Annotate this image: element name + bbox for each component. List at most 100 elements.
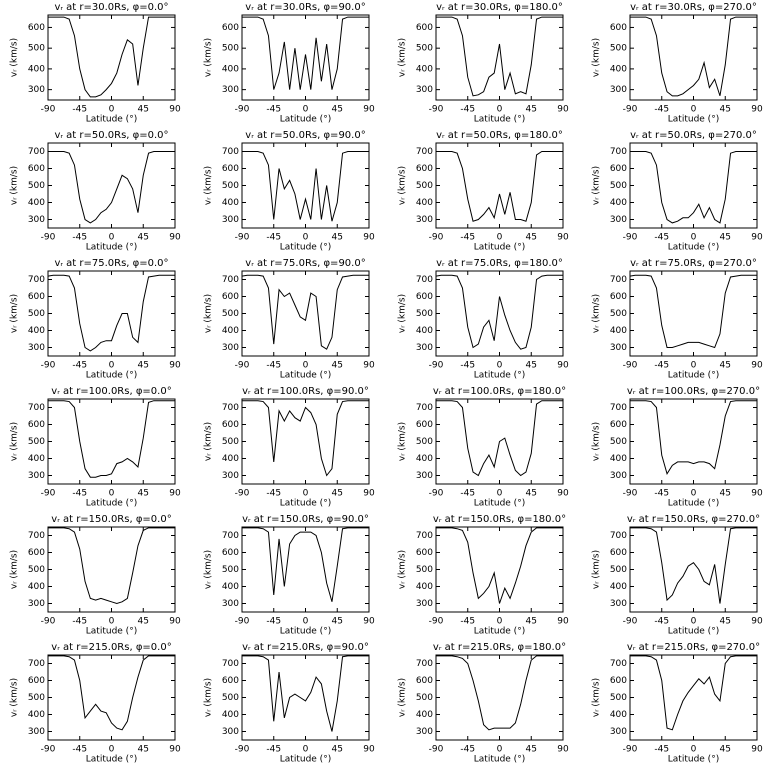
y-tick-label: 500 [28, 437, 45, 447]
y-tick-label: 500 [28, 693, 45, 703]
y-tick-label: 400 [610, 198, 627, 208]
y-axis-label: vᵣ (km/s) [10, 166, 20, 205]
data-line [242, 655, 369, 732]
panel: vᵣ at r=150.0Rs, φ=90.0° -90 -45 0 45 90 300 40… [204, 514, 375, 637]
y-tick-label: 700 [28, 403, 45, 413]
y-axis-label: vᵣ (km/s) [592, 550, 602, 589]
y-tick-label: 700 [28, 659, 45, 669]
y-axis-label: vᵣ (km/s) [10, 38, 20, 77]
x-tick-label: 45 [526, 489, 537, 499]
y-tick-label: 500 [610, 565, 627, 575]
y-tick-label: 400 [610, 454, 627, 464]
y-tick-label: 500 [222, 565, 239, 575]
x-axis-label: Latitude (°) [474, 115, 525, 125]
y-tick-label: 700 [610, 147, 627, 157]
panel-title: vᵣ at r=75.0Rs, φ=0.0° [54, 258, 168, 269]
data-line [241, 274, 369, 350]
x-tick-label: -45 [266, 489, 281, 499]
data-line [630, 655, 757, 731]
x-axis-label: Latitude (°) [474, 499, 525, 509]
y-tick-label: 600 [28, 164, 45, 174]
panel-title: vᵣ at r=30.0Rs, φ=180.0° [436, 2, 563, 13]
y-tick-label: 500 [610, 437, 627, 447]
x-axis-label: Latitude (°) [86, 371, 137, 381]
x-tick-label: 0 [109, 361, 115, 371]
y-tick-label: 300 [610, 727, 627, 737]
plot-frame [241, 654, 370, 741]
x-tick-label: -45 [266, 745, 281, 755]
y-tick-label: 600 [222, 548, 239, 558]
x-tick-label: -45 [72, 617, 87, 627]
plot-frame [241, 270, 370, 357]
y-tick-label: 500 [610, 693, 627, 703]
y-axis-label: vᵣ (km/s) [10, 422, 20, 461]
plot-frame [629, 526, 758, 613]
y-tick-label: 300 [610, 599, 627, 609]
x-tick-label: -45 [72, 105, 87, 115]
data-line [48, 16, 175, 98]
y-tick-label: 700 [416, 659, 433, 669]
x-tick-label: -45 [72, 233, 87, 243]
y-tick-label: 600 [416, 292, 433, 302]
x-tick-label: -90 [41, 745, 56, 755]
x-tick-label: -90 [41, 489, 56, 499]
panel-title: vᵣ at r=150.0Rs, φ=0.0° [51, 514, 171, 525]
y-tick-label: 500 [416, 309, 433, 319]
x-tick-label: 0 [691, 617, 697, 627]
y-tick-label: 700 [610, 403, 627, 413]
x-tick-label: 0 [691, 361, 697, 371]
plot-frame [241, 142, 370, 229]
x-axis-label: Latitude (°) [474, 243, 525, 253]
panel: vᵣ at r=100.0Rs, φ=0.0° -90 -45 0 45 90 300 400… [10, 386, 181, 509]
x-tick-label: 45 [526, 745, 537, 755]
x-tick-label: -90 [41, 105, 56, 115]
panel: vᵣ at r=75.0Rs, φ=90.0° -90 -45 0 45 90 300 400… [204, 258, 375, 381]
panel: vᵣ at r=30.0Rs, φ=90.0° -90 -45 0 45 90 300 400… [204, 2, 375, 125]
y-axis-label: vᵣ (km/s) [592, 166, 602, 205]
x-tick-label: -90 [429, 489, 444, 499]
data-line [48, 527, 175, 605]
x-tick-label: 90 [363, 105, 375, 115]
y-tick-label: 500 [610, 44, 627, 54]
y-tick-label: 600 [28, 676, 45, 686]
plot-frame [241, 398, 370, 485]
x-tick-label: 90 [557, 489, 569, 499]
x-tick-label: 45 [138, 745, 149, 755]
y-tick-label: 400 [222, 454, 239, 464]
x-tick-label: 90 [751, 105, 763, 115]
x-axis-label: Latitude (°) [668, 243, 719, 253]
y-tick-label: 400 [416, 710, 433, 720]
plot-frame [629, 654, 758, 741]
x-axis-label: Latitude (°) [474, 371, 525, 381]
y-tick-label: 300 [28, 215, 45, 225]
x-tick-label: 90 [751, 233, 763, 243]
y-tick-label: 600 [416, 548, 433, 558]
x-tick-label: -90 [623, 361, 638, 371]
y-tick-label: 500 [28, 565, 45, 575]
x-tick-label: 90 [751, 361, 763, 371]
x-tick-label: -45 [654, 617, 669, 627]
plot-frame [47, 270, 176, 357]
x-tick-label: -90 [235, 233, 250, 243]
x-axis-label: Latitude (°) [86, 627, 137, 637]
y-tick-label: 400 [610, 326, 627, 336]
y-tick-label: 600 [28, 23, 45, 33]
y-tick-label: 500 [222, 181, 239, 191]
y-tick-label: 400 [416, 582, 433, 592]
x-tick-label: 45 [526, 617, 537, 627]
y-tick-label: 600 [610, 676, 627, 686]
y-axis-label: vᵣ (km/s) [204, 550, 214, 589]
y-tick-label: 500 [416, 437, 433, 447]
y-tick-label: 300 [416, 85, 433, 95]
x-tick-label: 90 [557, 745, 569, 755]
x-axis-label: Latitude (°) [86, 243, 137, 253]
y-tick-label: 400 [28, 582, 45, 592]
y-tick-label: 400 [416, 454, 433, 464]
panel: vᵣ at r=215.0Rs, φ=270.0° -90 -45 0 45 90 300 4… [592, 642, 763, 765]
x-tick-label: 45 [720, 489, 731, 499]
y-tick-label: 400 [28, 198, 45, 208]
y-tick-label: 700 [610, 275, 627, 285]
x-tick-label: 45 [138, 489, 149, 499]
plot-frame [629, 398, 758, 485]
